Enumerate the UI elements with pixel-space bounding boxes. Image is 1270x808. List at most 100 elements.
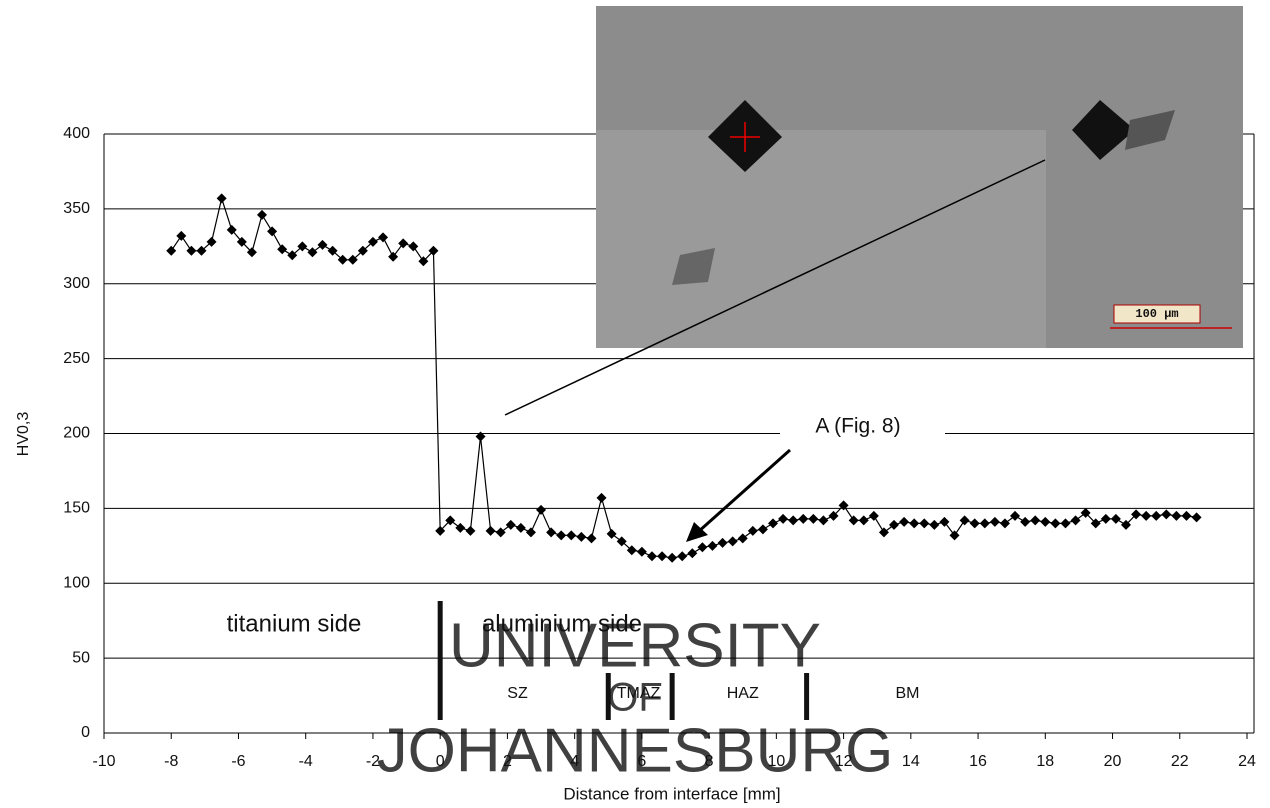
marker (899, 516, 910, 527)
x-axis-title: Distance from interface [mm] (563, 784, 780, 803)
marker (257, 209, 268, 220)
marker (909, 518, 920, 529)
y-tick-label: 300 (63, 275, 90, 292)
marker (1020, 516, 1031, 527)
marker (677, 551, 688, 562)
x-tick-label: 20 (1104, 753, 1122, 770)
marker (808, 513, 819, 524)
marker (1120, 519, 1131, 530)
marker (727, 536, 738, 547)
inset-image: 100 µm (596, 6, 1243, 348)
x-tick-label: 0 (436, 753, 445, 770)
marker (166, 245, 177, 256)
y-tick-label: 200 (63, 425, 90, 442)
zone-label: BM (895, 685, 919, 702)
x-tick-label: 18 (1036, 753, 1054, 770)
particle (672, 248, 715, 285)
marker (1141, 510, 1152, 521)
marker (576, 531, 587, 542)
marker (455, 522, 466, 533)
marker (246, 247, 257, 258)
marker (1151, 510, 1162, 521)
marker (868, 510, 879, 521)
x-tick-label: 4 (570, 753, 579, 770)
zone-label: HAZ (727, 685, 759, 702)
marker (778, 513, 789, 524)
marker (747, 525, 758, 536)
marker (586, 533, 597, 544)
particle (1125, 110, 1175, 150)
x-tick-label: 22 (1171, 753, 1189, 770)
marker (546, 527, 557, 538)
marker (226, 224, 237, 235)
side-label: aluminium side (482, 610, 642, 637)
marker (1060, 518, 1071, 529)
zone-label: SZ (507, 685, 528, 702)
marker (919, 518, 930, 529)
y-tick-label: 250 (63, 350, 90, 367)
marker (989, 516, 1000, 527)
marker (717, 537, 728, 548)
marker (475, 431, 486, 442)
marker (465, 525, 476, 536)
marker (1181, 510, 1192, 521)
marker (959, 515, 970, 526)
marker (1050, 518, 1061, 529)
watermark-text: OF (607, 676, 663, 720)
x-tick-label: 6 (637, 753, 646, 770)
annotation-bg (780, 414, 945, 442)
marker (929, 519, 940, 530)
x-tick-label: 2 (503, 753, 512, 770)
marker (636, 546, 647, 557)
marker (1090, 518, 1101, 529)
marker (878, 527, 889, 538)
y-tick-label: 150 (63, 500, 90, 517)
zone-label: TMAZ (617, 685, 661, 702)
marker (287, 250, 298, 261)
marker (445, 515, 456, 526)
marker (1131, 509, 1142, 520)
marker (1191, 512, 1202, 523)
marker (418, 256, 429, 267)
marker (788, 515, 799, 526)
marker (667, 552, 678, 563)
marker (297, 241, 308, 252)
x-tick-label: 16 (969, 753, 987, 770)
y-tick-label: 100 (63, 574, 90, 591)
marker (999, 518, 1010, 529)
x-tick-label: -6 (231, 753, 245, 770)
marker (176, 230, 187, 241)
marker (485, 525, 496, 536)
marker (317, 239, 328, 250)
x-tick-label: 14 (902, 753, 920, 770)
marker (1080, 507, 1091, 518)
arrow-head (686, 522, 708, 542)
x-tick-label: -2 (366, 753, 380, 770)
pointer-line (504, 159, 1046, 416)
marker (757, 524, 768, 535)
marker (357, 245, 368, 256)
marker (1030, 515, 1041, 526)
watermark: UNIVERSITY OF JOHANNESBURG (377, 611, 894, 785)
marker (818, 515, 829, 526)
marker (556, 530, 567, 541)
y-tick-label: 350 (63, 200, 90, 217)
marker (367, 236, 378, 247)
marker (646, 551, 657, 562)
marker (939, 516, 950, 527)
marker (1070, 515, 1081, 526)
marker (566, 530, 577, 541)
marker (408, 241, 419, 252)
marker (889, 519, 900, 530)
watermark-text: JOHANNESBURG (377, 716, 894, 785)
marker (515, 522, 526, 533)
x-tick-label: -10 (92, 753, 115, 770)
marker (737, 533, 748, 544)
marker (277, 244, 288, 255)
marker (398, 238, 409, 249)
scale-box (1113, 304, 1201, 324)
y-tick-label: 50 (72, 649, 90, 666)
marker (337, 254, 348, 265)
x-tick-label: 24 (1238, 753, 1256, 770)
